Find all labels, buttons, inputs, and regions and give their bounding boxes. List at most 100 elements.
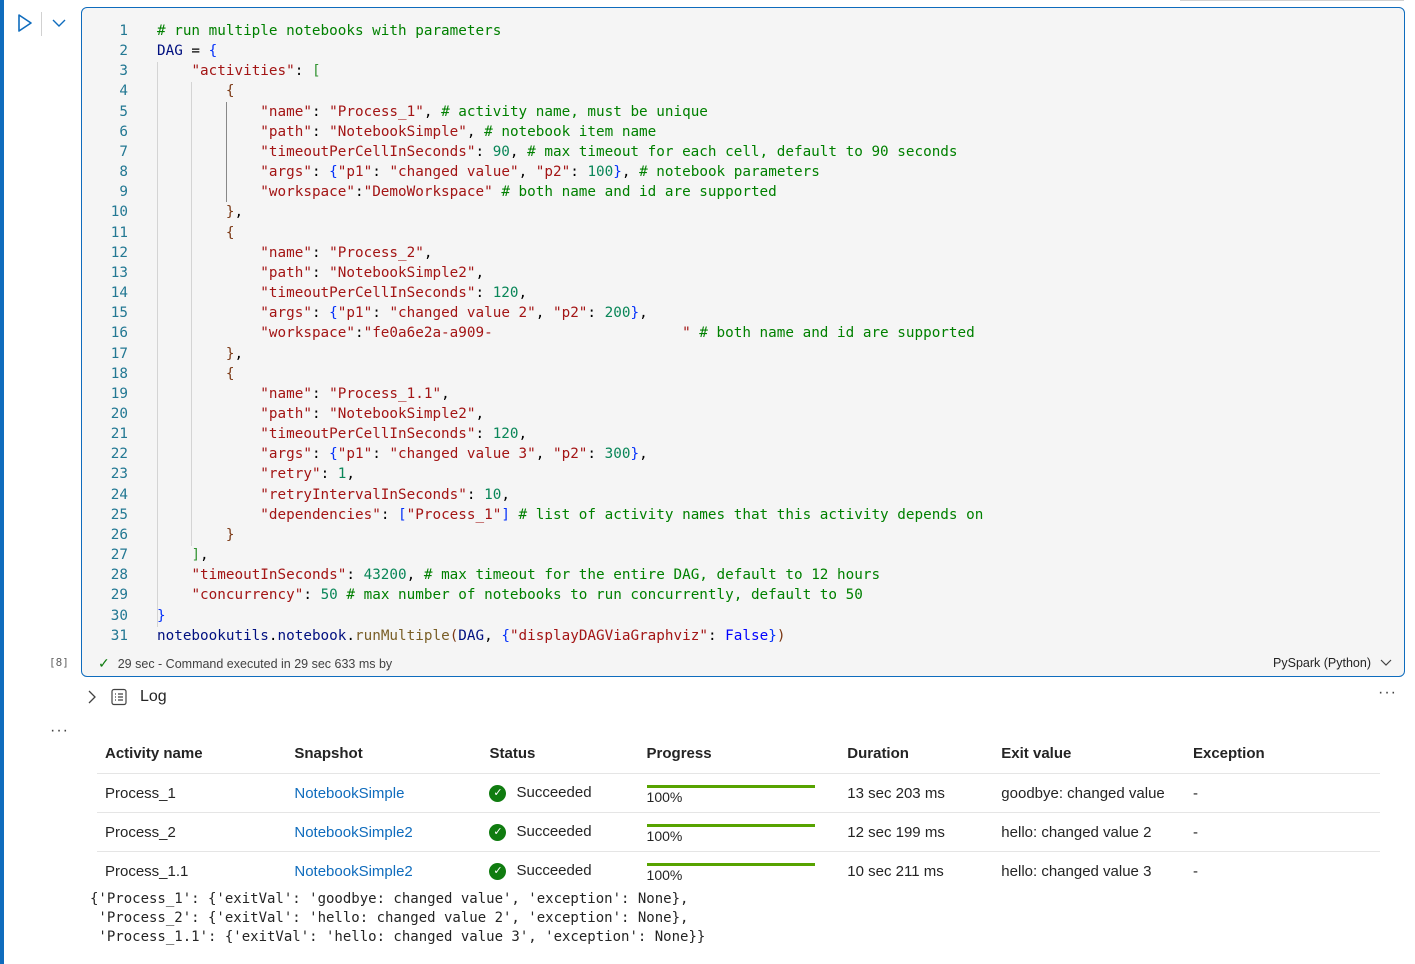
- duration: 10 sec 211 ms: [847, 862, 944, 880]
- code-cell[interactable]: 1 # run multiple notebooks with parameter…: [81, 7, 1405, 677]
- line-number: 29: [110, 587, 128, 604]
- line-number: 11: [110, 224, 128, 241]
- code-token: :: [475, 426, 493, 443]
- code-token: =: [182, 43, 209, 60]
- code-token: DAG: [157, 43, 183, 60]
- activity-name: Process_1.1: [105, 862, 189, 880]
- code-token: ,: [423, 103, 442, 120]
- code-text: "workspace":"fe0a6e2a-a909- " # both nam…: [157, 323, 974, 343]
- code-token: # max number of notebooks to run concurr…: [346, 587, 863, 604]
- code-text: "name": "Process_1.1",: [157, 384, 449, 404]
- line-number: 17: [110, 345, 128, 362]
- code-text: "concurrency": 50 # max number of notebo…: [157, 585, 863, 605]
- code-token: [157, 567, 191, 583]
- more-options-icon[interactable]: ···: [1378, 684, 1397, 701]
- code-token: # max timeout for each cell, default to …: [527, 143, 958, 160]
- snapshot-link[interactable]: NotebookSimple2: [294, 862, 413, 880]
- status-text: 29 sec - Command executed in 29 sec 633 …: [117, 656, 393, 671]
- code-token: 200: [604, 305, 631, 322]
- table-row: Process_1.1 NotebookSimple2 ✓ Succeeded 100%…: [97, 852, 1380, 891]
- code-token: :: [311, 164, 330, 181]
- code-token: [157, 466, 260, 482]
- snapshot-link[interactable]: NotebookSimple: [294, 784, 405, 802]
- code-token: [157, 386, 260, 402]
- code-token: {: [208, 43, 218, 60]
- progress-bar: 100%: [646, 785, 815, 805]
- code-token: "path": [260, 123, 312, 140]
- code-token: # run multiple notebooks with parameters: [157, 23, 502, 39]
- code-token: ,: [466, 123, 485, 140]
- code-token: ,: [639, 305, 648, 322]
- code-token: :: [311, 385, 330, 402]
- code-text: "path": "NotebookSimple2",: [157, 263, 484, 283]
- code-token: "timeoutPerCellInSeconds": [260, 143, 476, 160]
- code-token: [157, 225, 226, 241]
- code-token: [: [398, 506, 407, 523]
- snapshot-cell: NotebookSimple: [286, 773, 482, 813]
- code-token: 10: [484, 486, 502, 503]
- indent-guide: [157, 62, 158, 627]
- code-token: :: [346, 567, 364, 584]
- code-token: [157, 366, 226, 382]
- code-token: :: [311, 123, 330, 140]
- code-text: "args": {"p1": "changed value", "p2": 10…: [157, 162, 820, 182]
- line-number: 28: [110, 567, 128, 584]
- code-text: }: [157, 606, 166, 626]
- code-text: "dependencies": ["Process_1"] # list of …: [157, 505, 983, 525]
- code-token: notebook: [277, 627, 347, 644]
- snapshot-link[interactable]: NotebookSimple2: [294, 823, 413, 841]
- code-text: "path": "NotebookSimple2",: [157, 404, 484, 424]
- progress-bar: 100%: [646, 824, 815, 844]
- output-more-icon[interactable]: ···: [50, 722, 69, 739]
- code-token: :: [311, 305, 330, 322]
- line-number: 23: [110, 466, 128, 483]
- code-token: notebookutils: [157, 627, 269, 644]
- line-number: 2: [119, 43, 128, 60]
- output-line: 'Process_2': {'exitVal': 'hello: changed…: [90, 910, 689, 926]
- code-token: "concurrency": [191, 587, 304, 604]
- code-token: }: [225, 526, 235, 543]
- line-number: 18: [110, 365, 128, 382]
- progress-cell: 100%: [638, 773, 840, 813]
- code-token: .: [346, 627, 355, 644]
- code-token: {: [329, 305, 338, 322]
- code-token: "p2": [552, 305, 588, 322]
- code-token: "fe0a6e2a-a909- ": [363, 325, 691, 342]
- column-header: Status: [481, 733, 639, 774]
- line-number: 9: [119, 184, 128, 201]
- success-check-icon: ✓: [489, 862, 507, 880]
- exit-value: hello: changed value 2: [993, 812, 1185, 852]
- output-line: 'Process_1.1': {'exitVal': 'hello: chang…: [90, 929, 706, 945]
- code-token: [157, 527, 226, 543]
- success-check-icon: ✓: [489, 784, 507, 802]
- code-token: ,: [509, 143, 528, 160]
- exit-value: hello: changed value 3: [1001, 862, 1152, 880]
- code-token: [691, 325, 700, 341]
- language-selector[interactable]: PySpark (Python): [1273, 656, 1393, 670]
- log-toggle[interactable]: Log: [86, 688, 167, 706]
- exception: -: [1184, 773, 1380, 813]
- code-token: [157, 245, 260, 261]
- code-token: ,: [621, 164, 640, 181]
- code-token: [157, 446, 260, 462]
- status-badge: Succeeded: [516, 784, 592, 802]
- progress-cell: 100%: [639, 852, 840, 891]
- code-token: ,: [484, 627, 502, 644]
- code-token: :: [475, 285, 493, 302]
- code-token: [157, 507, 260, 523]
- line-number: 21: [110, 426, 128, 443]
- column-header: Snapshot: [286, 733, 482, 774]
- code-token: [157, 83, 226, 99]
- status-cell: ✓ Succeeded: [481, 812, 639, 852]
- code-token: ,: [518, 426, 528, 443]
- progress-fill: [646, 863, 815, 866]
- code-token: "args": [260, 446, 312, 463]
- code-token: "DemoWorkspace": [363, 184, 493, 201]
- run-cell-icon[interactable]: [16, 13, 34, 33]
- chevron-down-icon[interactable]: [50, 14, 68, 32]
- chevron-right-icon[interactable]: [86, 689, 98, 705]
- code-token: "changed value 2": [389, 305, 536, 322]
- code-token: "Process_1": [406, 506, 502, 523]
- code-token: [157, 325, 260, 341]
- code-token: :: [372, 164, 390, 181]
